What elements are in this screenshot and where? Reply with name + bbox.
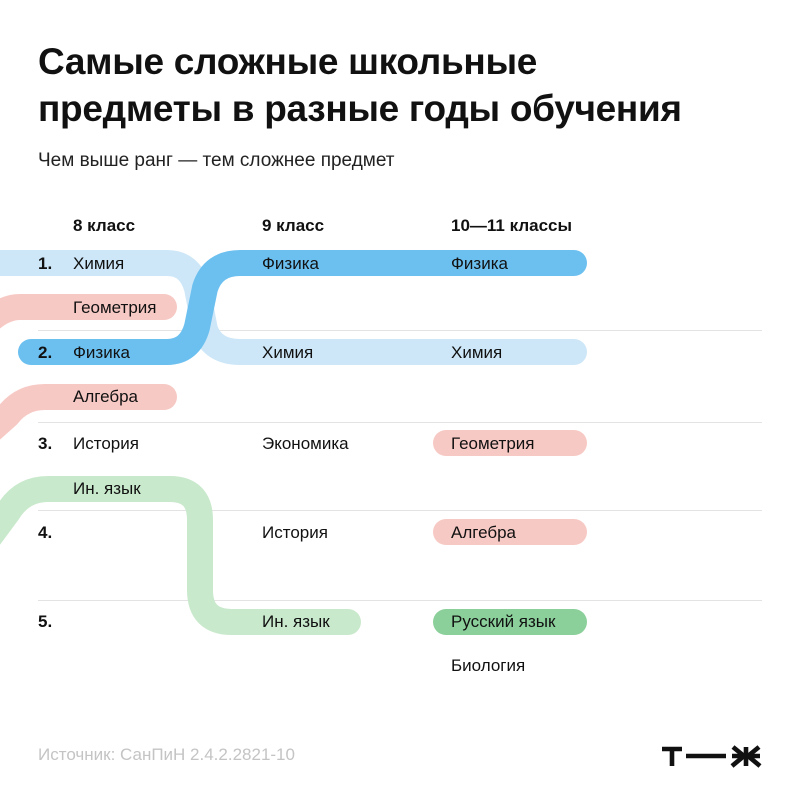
grade9-subject-foreign-language: Ин. язык [262,612,330,631]
grade8-subject-chemistry: Химия [73,254,125,273]
grade8-subject-geometry: Геометрия [73,298,157,317]
grade8-subject-physics: Физика [73,343,130,362]
grade10-11-subject-physics: Физика [451,254,508,273]
grade9-subject-economics: Экономика [262,434,349,453]
grade8-subject-history: История [73,434,139,453]
page-title: Самые сложные школьные предметы в разные… [38,38,778,132]
grade8-subject-algebra: Алгебра [73,387,138,406]
column-header-8: 8 класс [73,216,136,235]
rank-label: 4. [38,523,53,542]
subtitle: Чем выше ранг — тем сложнее предмет [38,150,395,171]
rank-label: 1. [38,254,53,273]
source-note: Источник: СанПиН 2.4.2.2821-10 [38,745,295,764]
grade10-11-subject-russian: Русский язык [451,612,556,631]
foreign-language-flow-line [0,476,361,635]
grade10-11-subject-algebra: Алгебра [451,523,516,542]
grade10-11-subject-biology: Биология [451,656,526,675]
rank-label: 3. [38,434,53,453]
grade10-11-subject-geometry: Геометрия [451,434,535,453]
column-header-10-11: 10—11 классы [451,216,573,235]
grade9-subject-chemistry: Химия [262,343,314,362]
grade10-11-subject-chemistry: Химия [451,343,503,362]
rank-label: 2. [38,343,53,362]
physics-flow-line [18,250,587,365]
grade9-subject-physics: Физика [262,254,319,273]
title-line-1: Самые сложные школьные [38,41,538,82]
grade8-subject-foreign-language: Ин. язык [73,479,141,498]
column-header-9: 9 класс [262,216,325,235]
row-separator [38,330,762,331]
rank-label: 5. [38,612,53,631]
geometry-flow-line [0,294,177,329]
title-line-2: предметы в разные годы обучения [38,88,682,129]
tzh-logo-icon [662,745,762,768]
row-separator [38,510,762,511]
row-separator [38,600,762,601]
grade9-subject-history: История [262,523,328,542]
row-separator [38,422,762,423]
algebra-flow-line [0,384,177,440]
